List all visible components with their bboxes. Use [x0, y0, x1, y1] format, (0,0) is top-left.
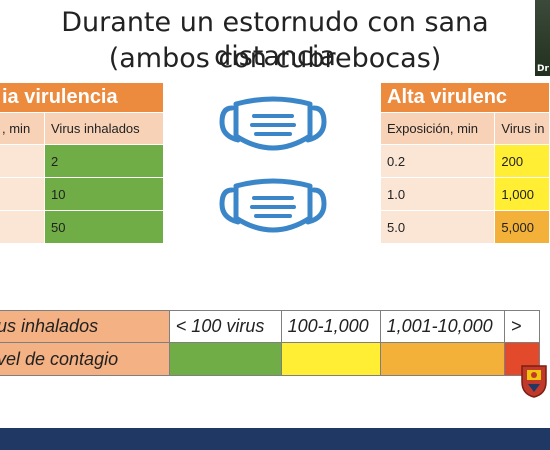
virus-column-header: Virus inhalados [44, 112, 164, 145]
virus-cell: 10 [44, 177, 164, 211]
range-cell-low: < 100 virus [168, 310, 282, 343]
slide-title-line2: (ambos con cubrebocas) [108, 43, 442, 74]
inhaled-virus-label: us inhalados [0, 310, 170, 343]
exposure-cell [0, 210, 45, 244]
contagion-legend-table: us inhalados < 100 virus 100-1,000 1,001… [0, 310, 541, 376]
range-cell-medium: 100-1,000 [280, 310, 381, 343]
low-virulence-header: ia virulencia [0, 82, 164, 113]
high-virulence-header: Alta virulenc [380, 82, 550, 113]
virus-column-header: Virus in [494, 112, 550, 145]
range-cell-very-high: > [503, 310, 541, 343]
virus-cell: 5,000 [494, 210, 550, 244]
virus-cell: 50 [44, 210, 164, 244]
exposure-cell: 1.0 [379, 177, 496, 211]
exposure-cell: 5.0 [379, 210, 496, 244]
exposure-column-header: , min [0, 112, 45, 145]
face-mask-icon [219, 178, 327, 233]
contagion-color-yellow [280, 342, 381, 376]
bottom-bar [0, 428, 550, 450]
contagion-level-label: vel de contagio [0, 342, 170, 376]
contagion-color-orange [379, 342, 505, 376]
range-cell-high: 1,001-10,000 [379, 310, 505, 343]
exposure-cell [0, 144, 45, 178]
virus-cell: 200 [494, 144, 550, 178]
presenter-label: Dr [537, 64, 549, 74]
face-mask-icon [219, 96, 327, 151]
exposure-column-header: Exposición, min [379, 112, 496, 145]
presenter-video-thumbnail[interactable]: Dr [535, 0, 550, 76]
virus-cell: 1,000 [494, 177, 550, 211]
virus-cell: 2 [44, 144, 164, 178]
slide-title-line1: Durante un estornudo con sana distancia [61, 7, 489, 72]
university-emblem-icon [521, 365, 547, 398]
high-virulence-table: Alta virulenc Exposición, min Virus in 0… [379, 82, 550, 244]
contagion-color-green [168, 342, 282, 376]
low-virulence-table: ia virulencia , min Virus inhalados 2 10… [0, 82, 164, 244]
exposure-cell [0, 177, 45, 211]
exposure-cell: 0.2 [379, 144, 496, 178]
